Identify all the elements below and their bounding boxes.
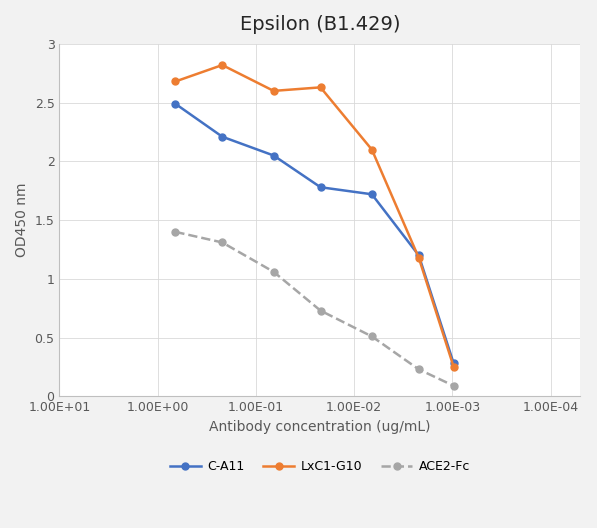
C-A11 [450, 360, 457, 366]
C-A11 [270, 153, 277, 159]
LxC1-G10 [317, 84, 324, 90]
Title: Epsilon (B1.429): Epsilon (B1.429) [239, 15, 400, 34]
ACE2-Fc [270, 269, 277, 275]
C-A11 [368, 191, 376, 197]
C-A11 [219, 134, 226, 140]
LxC1-G10 [415, 254, 422, 261]
X-axis label: Antibody concentration (ug/mL): Antibody concentration (ug/mL) [209, 420, 430, 434]
Line: C-A11: C-A11 [172, 100, 457, 367]
C-A11 [172, 101, 179, 107]
LxC1-G10 [270, 88, 277, 94]
C-A11 [317, 184, 324, 191]
LxC1-G10 [219, 62, 226, 68]
C-A11 [415, 252, 422, 259]
ACE2-Fc [172, 229, 179, 235]
LxC1-G10 [450, 364, 457, 370]
LxC1-G10 [172, 78, 179, 84]
LxC1-G10 [368, 146, 376, 153]
ACE2-Fc [317, 307, 324, 314]
Legend: C-A11, LxC1-G10, ACE2-Fc: C-A11, LxC1-G10, ACE2-Fc [165, 456, 475, 478]
ACE2-Fc [450, 383, 457, 389]
Y-axis label: OD450 nm: OD450 nm [15, 183, 29, 257]
ACE2-Fc [368, 333, 376, 340]
Line: LxC1-G10: LxC1-G10 [172, 62, 457, 371]
Line: ACE2-Fc: ACE2-Fc [172, 229, 457, 389]
ACE2-Fc [219, 239, 226, 246]
ACE2-Fc [415, 366, 422, 373]
